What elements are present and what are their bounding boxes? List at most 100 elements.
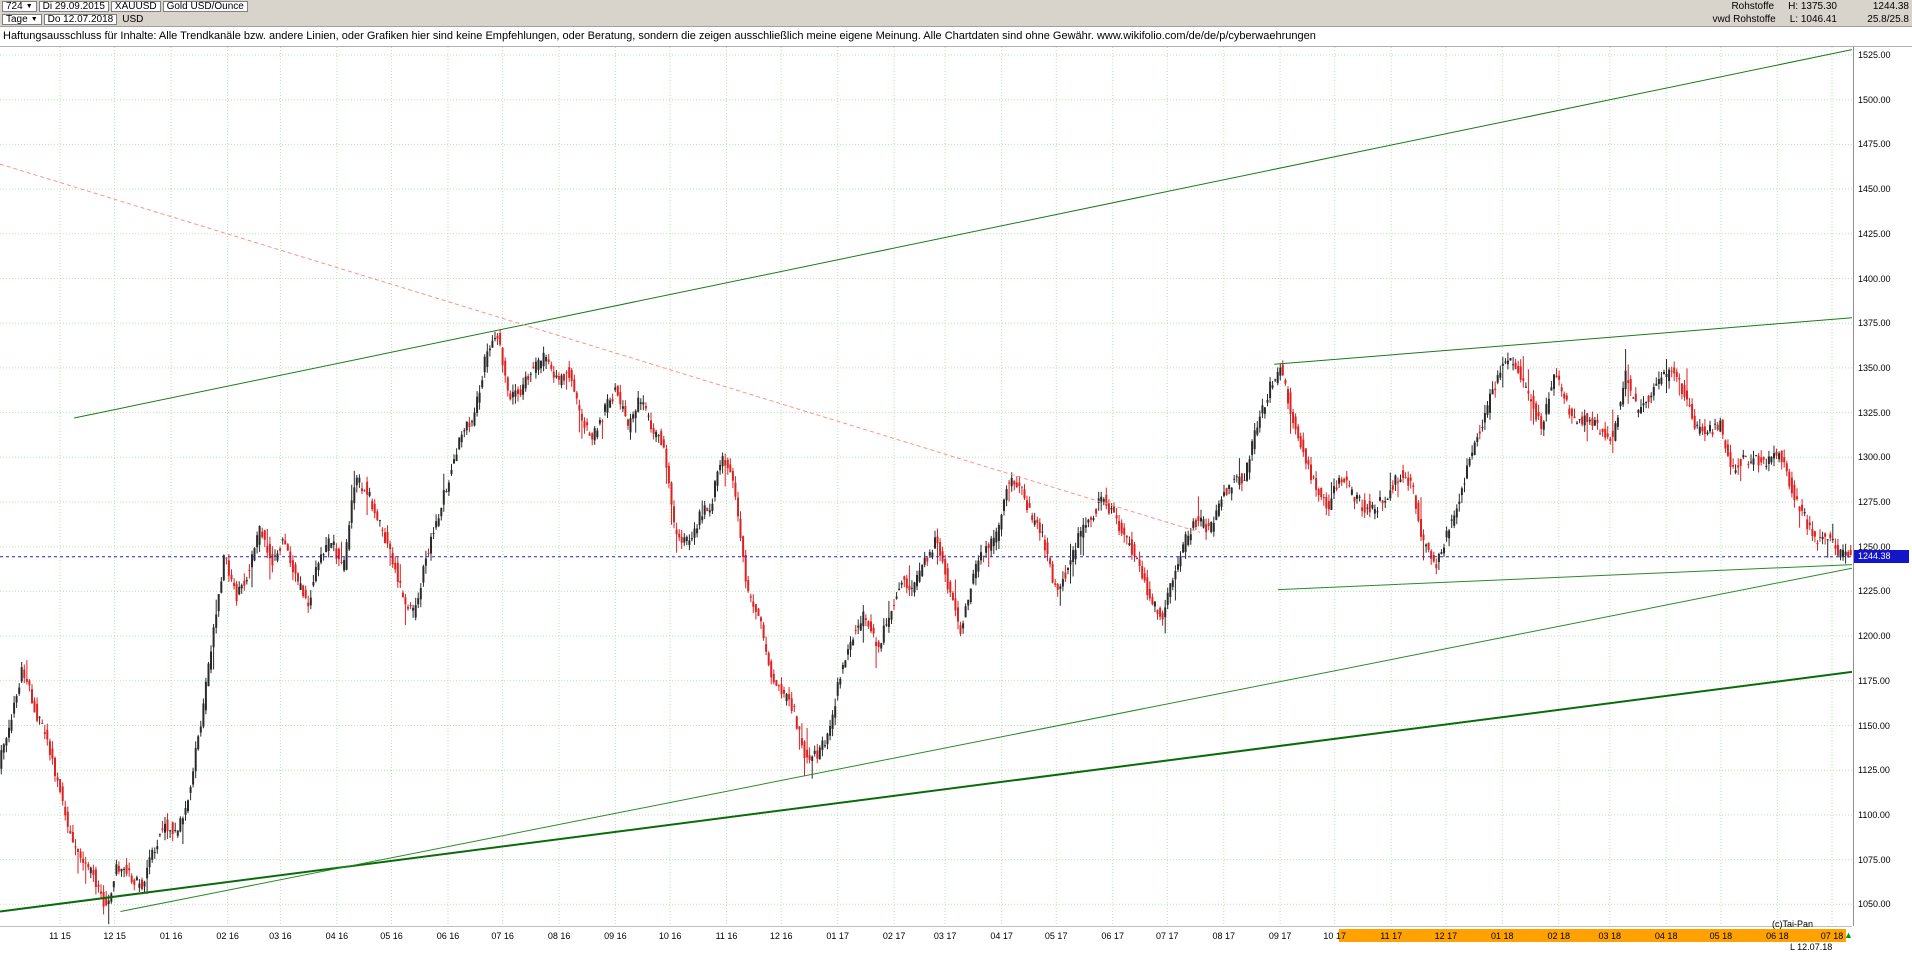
instrument-name-label: Gold USD/Ounce — [162, 1, 248, 12]
resistance-2017-2018 — [1274, 317, 1852, 365]
x-axis-label: 02 17 — [882, 931, 906, 941]
x-axis-label: 01 16 — [159, 931, 183, 941]
x-axis-label: 11 15 — [49, 931, 71, 941]
start-date-value: Di 29.09.2015 — [42, 1, 105, 12]
toolbar-right-row-2: vwd Rohstoffe L: 1046.41 25.8/25.8 — [1713, 13, 1912, 26]
period-low: L: 1046.41 — [1790, 14, 1837, 25]
x-axis-label: 07 17 — [1156, 931, 1179, 941]
x-axis-label: 04 17 — [990, 931, 1013, 941]
x-axis-label: 11 16 — [715, 931, 738, 941]
y-axis-label: 1500.00 — [1858, 94, 1891, 105]
x-axis-label: 02 16 — [216, 931, 239, 941]
x-axis-label: 04 16 — [325, 931, 349, 941]
last-price-value: 1244.38 — [1872, 1, 1909, 12]
x-axis-label: 04 18 — [1654, 931, 1678, 941]
bars-count-dropdown[interactable]: 724 ▼ — [2, 1, 37, 12]
y-axis-label: 1525.00 — [1858, 50, 1891, 60]
x-axis-label: 06 18 — [1766, 931, 1789, 941]
x-axis-label: 11 17 — [1380, 931, 1403, 941]
x-axis-label: 03 16 — [269, 931, 292, 941]
y-axis-label: 1150.00 — [1858, 720, 1890, 731]
rising-channel-upper — [73, 49, 1852, 419]
y-axis-label: 1200.00 — [1858, 631, 1891, 642]
x-axis-label: 05 16 — [380, 931, 403, 941]
rising-channel-lower-major — [0, 670, 1852, 913]
x-axis: ▲ L 12.07.18 11 15 12 15 01 16 02 16 03 16 04… — [0, 926, 1853, 953]
x-axis-label: 03 17 — [933, 931, 957, 941]
falling-resistance — [0, 163, 1201, 533]
minor-support — [1277, 564, 1852, 591]
price-chart[interactable] — [0, 47, 1852, 926]
x-axis-label: 08 17 — [1212, 931, 1236, 941]
y-axis-label: 1125.00 — [1858, 765, 1890, 776]
y-axis-label: 1350.00 — [1858, 362, 1891, 373]
x-axis-label: 09 17 — [1268, 931, 1292, 941]
y-axis-label: 1450.00 — [1858, 184, 1891, 195]
toolbar-row-1: 724 ▼ Di 29.09.2015 XAUUSD Gold USD/Ounc… — [0, 0, 248, 13]
x-axis-label: 07 18 — [1820, 931, 1844, 941]
x-axis-label: 10 16 — [658, 931, 682, 941]
end-date-value: Do 12.07.2018 — [47, 14, 114, 25]
last-price-tag: 1244.38 — [1854, 550, 1909, 564]
instrument-name-value: Gold USD/Ounce — [166, 1, 244, 12]
x-axis-label: 01 17 — [826, 931, 849, 941]
chart-area: 1525.00 1500.00 1475.00 1450.00 1425.00 1400.… — [0, 46, 1912, 953]
toolbar-right-row-1: Rohstoffe H: 1375.30 1244.38 — [1731, 0, 1912, 13]
toolbar: 724 ▼ Di 29.09.2015 XAUUSD Gold USD/Ounc… — [0, 0, 1912, 27]
chevron-down-icon: ▼ — [30, 16, 38, 23]
y-axis-label: 1300.00 — [1858, 452, 1891, 463]
x-axis-label: 08 16 — [547, 931, 571, 941]
y-axis: 1525.00 1500.00 1475.00 1450.00 1425.00 1400.… — [1853, 47, 1912, 926]
x-axis-label: 01 18 — [1491, 931, 1514, 941]
x-axis-label: 06 17 — [1101, 931, 1124, 941]
bars-count-value: 724 — [6, 1, 23, 12]
toolbar-right: Rohstoffe H: 1375.30 1244.38 vwd Rohstof… — [1713, 0, 1912, 26]
x-axis-label: 07 16 — [491, 931, 514, 941]
x-axis-label: 12 17 — [1434, 931, 1458, 941]
y-axis-label: 1050.00 — [1858, 899, 1891, 910]
x-axis-label: 09 16 — [604, 931, 627, 941]
period-high: H: 1375.30 — [1788, 1, 1837, 12]
orange-highlight-band — [1339, 929, 1846, 942]
x-axis-label: 03 18 — [1598, 931, 1622, 941]
grid — [0, 47, 1852, 926]
chevron-down-icon: ▼ — [25, 3, 33, 10]
y-axis-label: 1325.00 — [1858, 407, 1891, 418]
candlestick-series — [0, 329, 1852, 925]
y-axis-label: 1175.00 — [1858, 675, 1890, 686]
timeframe-value: Tage — [6, 14, 28, 25]
low-value: 1046.41 — [1800, 14, 1837, 25]
symbol-value: XAUUSD — [114, 1, 157, 12]
disclaimer-text: Haftungsausschluss für Inhalte: Alle Tre… — [0, 27, 1912, 46]
feed-label: vwd Rohstoffe — [1712, 14, 1776, 25]
x-axis-label: 05 18 — [1709, 931, 1733, 941]
x-axis-label: 05 17 — [1044, 931, 1068, 941]
latest-bar-marker-icon: ▲ — [1844, 930, 1853, 940]
y-axis-label: 1100.00 — [1858, 809, 1890, 820]
category-label: Rohstoffe — [1731, 1, 1775, 12]
trendlines — [0, 49, 1852, 913]
x-axis-label: 10 17 — [1323, 931, 1346, 941]
y-axis-label: 1275.00 — [1858, 497, 1891, 507]
last-date-label: L 12.07.18 — [1790, 942, 1833, 952]
copyright-watermark: (c)Tai-Pan — [1772, 919, 1814, 929]
rising-support — [120, 567, 1852, 912]
x-axis-label: 02 18 — [1547, 931, 1571, 941]
y-axis-label: 1075.00 — [1858, 854, 1891, 865]
end-date-field[interactable]: Do 12.07.2018 — [43, 14, 118, 25]
start-date-field[interactable]: Di 29.09.2015 — [38, 1, 109, 12]
y-axis-label: 1250.00 — [1858, 541, 1891, 552]
x-axis-label: 12 16 — [769, 931, 793, 941]
y-axis-label: 1225.00 — [1858, 586, 1891, 597]
symbol-field[interactable]: XAUUSD — [110, 1, 161, 12]
toolbar-left: 724 ▼ Di 29.09.2015 XAUUSD Gold USD/Ounc… — [0, 0, 248, 26]
toolbar-row-2: Tage ▼ Do 12.07.2018 USD — [0, 13, 248, 26]
timeframe-dropdown[interactable]: Tage ▼ — [2, 14, 42, 25]
high-value: 1375.30 — [1800, 1, 1837, 12]
high-label: H: — [1788, 1, 1799, 12]
y-axis-label: 1375.00 — [1858, 318, 1891, 329]
y-axis-label: 1425.00 — [1858, 228, 1891, 239]
range-value: 25.8/25.8 — [1867, 14, 1909, 25]
x-axis-label: 06 16 — [436, 931, 460, 941]
currency-label: USD — [122, 14, 144, 25]
